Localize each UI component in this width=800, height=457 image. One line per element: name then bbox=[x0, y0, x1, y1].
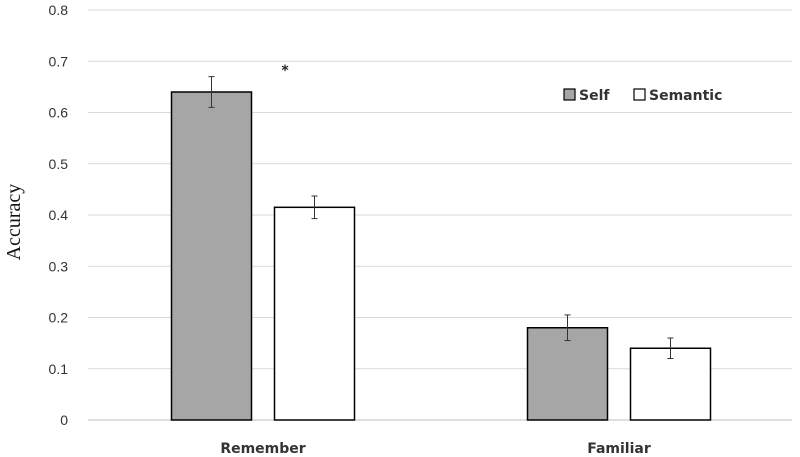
bar-self-remember bbox=[170, 91, 253, 421]
bar-self-familiar bbox=[526, 327, 609, 421]
legend-label-semantic: Semantic bbox=[649, 88, 722, 104]
legend-swatch-self bbox=[563, 88, 576, 101]
y-tick-label: 0.2 bbox=[49, 310, 69, 326]
bars bbox=[170, 91, 712, 421]
bar-semantic-remember bbox=[273, 206, 356, 421]
y-tick-label: 0 bbox=[60, 412, 68, 428]
y-tick-label: 0.7 bbox=[49, 53, 69, 69]
x-axis-categories: Remember Familiar bbox=[220, 441, 651, 457]
y-axis-label: Accuracy bbox=[3, 184, 25, 261]
y-tick-label: 0.8 bbox=[49, 2, 69, 18]
y-tick-label: 0.1 bbox=[49, 361, 69, 377]
y-tick-label: 0.5 bbox=[49, 156, 69, 172]
y-axis-ticks: 0 0.1 0.2 0.3 0.4 0.5 0.6 0.7 0.8 bbox=[49, 2, 69, 428]
y-tick-label: 0.6 bbox=[49, 105, 69, 121]
error-bars bbox=[208, 76, 674, 359]
annotations: * bbox=[281, 63, 289, 79]
y-tick-label: 0.3 bbox=[49, 258, 69, 274]
legend: Self Semantic bbox=[563, 88, 722, 104]
y-tick-label: 0.4 bbox=[49, 207, 69, 223]
legend-label-self: Self bbox=[579, 88, 610, 104]
x-category-label: Remember bbox=[220, 441, 305, 457]
bar-semantic-familiar bbox=[629, 347, 712, 421]
x-category-label: Familiar bbox=[587, 441, 651, 457]
significance-asterisk: * bbox=[281, 63, 289, 79]
legend-swatch-semantic bbox=[633, 88, 646, 101]
